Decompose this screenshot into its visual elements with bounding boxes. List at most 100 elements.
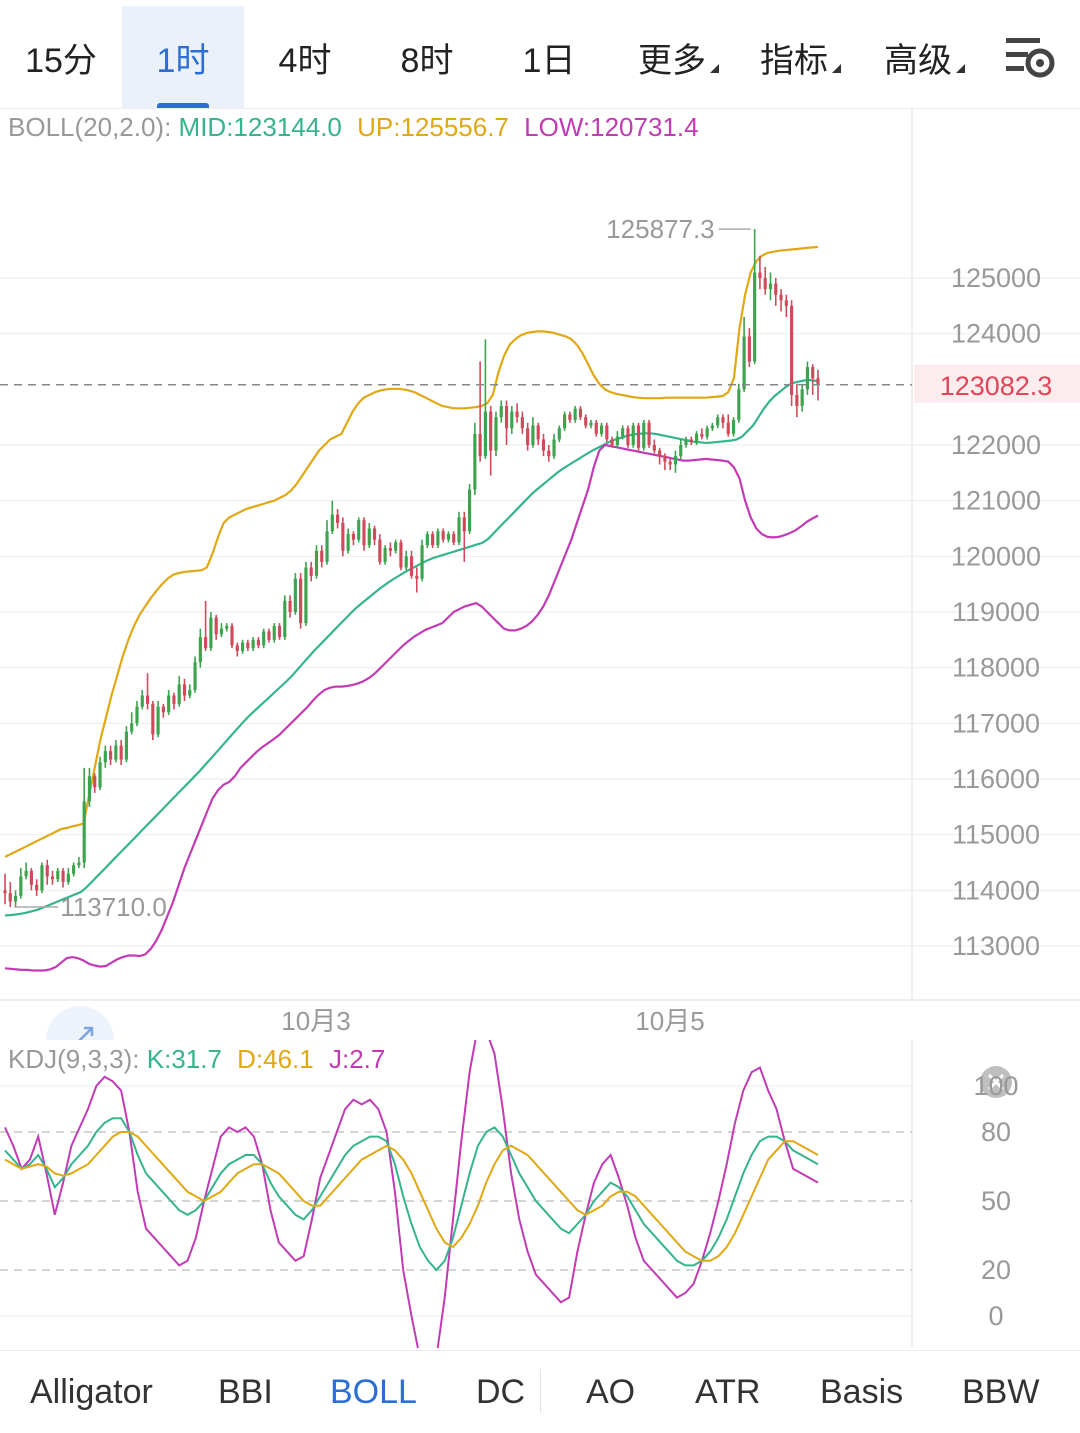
candle-body: [457, 517, 461, 543]
candle: [330, 500, 334, 535]
candle: [50, 870, 55, 885]
candle: [394, 539, 398, 554]
candle: [82, 767, 86, 869]
candle: [462, 511, 466, 562]
tab-alligator-label: Alligator: [30, 1372, 153, 1411]
candle: [504, 400, 509, 445]
advanced-label: 高级: [884, 41, 952, 80]
candle-body: [774, 283, 778, 295]
candle-body: [652, 445, 656, 451]
y-tick-label: 120000: [951, 541, 1041, 571]
candle: [552, 433, 556, 459]
candle-body: [161, 706, 165, 713]
candle-body: [288, 600, 292, 612]
candle-body: [726, 422, 730, 434]
candle-body: [109, 751, 113, 760]
chart-settings-icon[interactable]: [1000, 30, 1060, 86]
indicator-label: 指标: [760, 41, 828, 80]
candle-body: [420, 545, 424, 579]
kdj-grid: [0, 1085, 912, 1317]
y-tick-label: 117000: [952, 708, 1040, 738]
y-tick-label: 121000: [951, 486, 1041, 516]
candle: [721, 414, 725, 429]
candle: [225, 623, 229, 632]
candle-body: [779, 294, 783, 301]
tab-boll[interactable]: BOLL: [330, 1351, 417, 1433]
y-tick-label: 122000: [951, 430, 1041, 460]
tab-bbi[interactable]: BBI: [218, 1351, 273, 1433]
candle-body: [93, 776, 97, 788]
candle: [531, 417, 535, 448]
advanced-dropdown[interactable]: 高级: [884, 6, 965, 108]
candle: [578, 406, 583, 420]
candle: [256, 637, 260, 649]
candle: [61, 868, 65, 888]
candle: [436, 528, 440, 548]
candle-body: [721, 417, 725, 423]
candle: [431, 531, 435, 548]
dropdown-arrow-icon: [832, 63, 841, 73]
kdj-chart[interactable]: KDJ(9,3,3): K:31.7 D:46.1 J:2.7 100 80 50 2…: [0, 1040, 1080, 1348]
tab-dc-label: DC: [476, 1372, 526, 1411]
candle-body: [35, 884, 39, 891]
candle: [56, 868, 60, 882]
price-chart[interactable]: BOLL(20,2.0): MID:123144.0 UP:125556.7 L…: [0, 108, 1080, 1040]
candle: [605, 422, 609, 443]
candle-body: [805, 367, 810, 390]
candle-body: [642, 422, 646, 448]
candle-body: [599, 425, 604, 434]
candle: [362, 517, 366, 551]
expand-button-bg: [46, 1006, 114, 1040]
tab-1h[interactable]: 1时: [122, 6, 244, 108]
kdj-legend-name: KDJ(9,3,3):: [8, 1044, 140, 1074]
candle: [87, 767, 92, 807]
low-price-label: 113710.0: [60, 892, 167, 922]
candle: [188, 684, 192, 699]
candle-body: [214, 617, 218, 635]
candle-body: [40, 865, 44, 891]
candle-body: [473, 433, 477, 490]
candle-body: [235, 645, 239, 651]
candle: [452, 531, 456, 546]
candle-body: [82, 801, 86, 863]
more-dropdown[interactable]: 更多: [638, 6, 719, 108]
tab-alligator[interactable]: Alligator: [30, 1351, 153, 1433]
candle: [214, 614, 218, 640]
candle: [689, 436, 693, 445]
high-price-marker: 125877.3: [606, 214, 751, 244]
candle: [114, 740, 118, 763]
candle: [489, 406, 493, 476]
candle-body: [256, 639, 260, 646]
candle-body: [383, 547, 387, 562]
candle-body: [204, 637, 208, 649]
candle: [182, 678, 187, 702]
candle: [541, 433, 546, 457]
tab-15m[interactable]: 15分: [0, 6, 122, 108]
close-icon: [987, 1073, 1005, 1091]
candle-body: [800, 389, 804, 407]
candle: [473, 422, 477, 496]
candles: [3, 229, 820, 908]
candle-body: [737, 389, 741, 420]
candle-body: [230, 625, 234, 646]
tab-basis[interactable]: Basis: [820, 1351, 903, 1433]
candle-body: [19, 876, 23, 896]
candle: [520, 411, 524, 434]
candle: [98, 756, 102, 791]
kdj-close-button[interactable]: [980, 1066, 1012, 1098]
expand-chart-button[interactable]: [46, 1006, 114, 1040]
tab-1d[interactable]: 1日: [488, 6, 610, 108]
tab-bbw[interactable]: BBW: [962, 1351, 1039, 1433]
tab-4h[interactable]: 4时: [244, 6, 366, 108]
kdj-legend-k: K:31.7: [147, 1044, 222, 1074]
tab-8h[interactable]: 8时: [366, 6, 488, 108]
candle-body: [151, 703, 155, 735]
tab-dc[interactable]: DC: [476, 1351, 525, 1433]
tab-atr[interactable]: ATR: [695, 1351, 760, 1433]
indicator-dropdown[interactable]: 指标: [760, 6, 841, 108]
tab-ao[interactable]: AO: [586, 1351, 635, 1433]
candle: [642, 419, 646, 451]
candle-body: [547, 450, 551, 457]
candle: [811, 364, 815, 395]
candle: [167, 689, 171, 715]
